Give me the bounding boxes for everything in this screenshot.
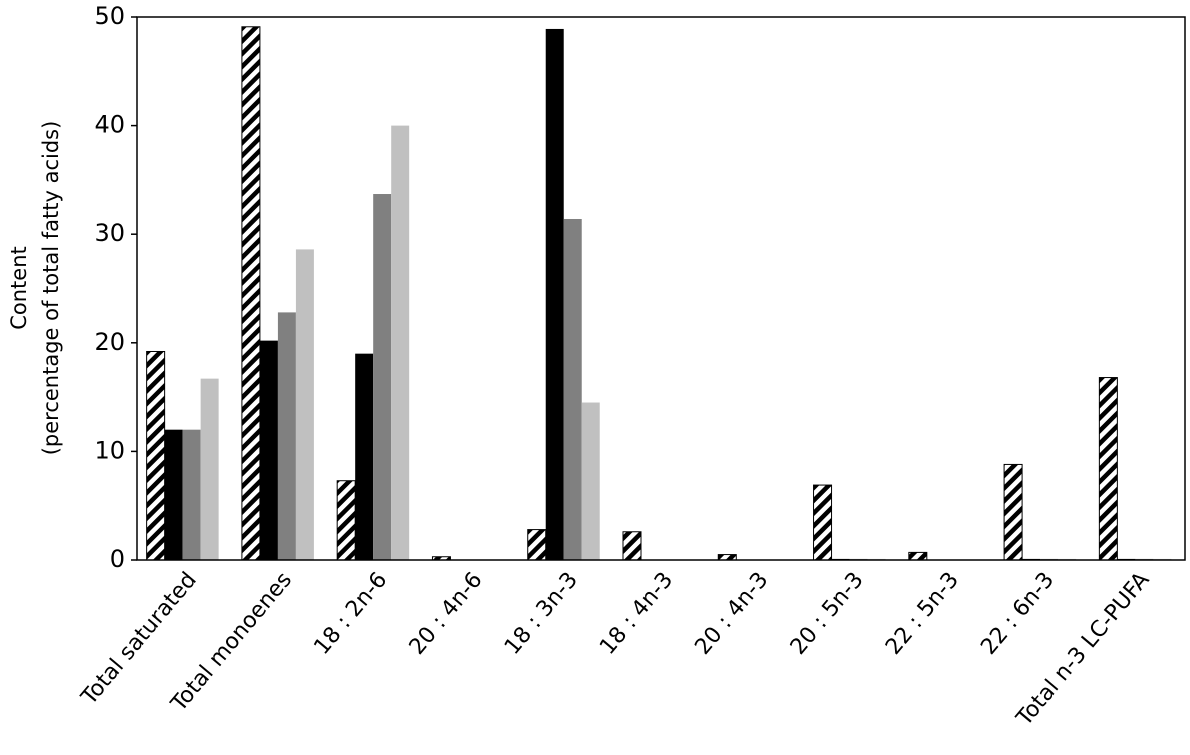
bar (527, 529, 547, 561)
bar (146, 350, 166, 561)
x-tick-label: 18 : 4n-3 (595, 568, 678, 660)
x-tick-label: 22 : 5n-3 (881, 568, 964, 660)
bar (391, 125, 410, 560)
bar (241, 26, 261, 561)
bar (622, 531, 642, 561)
x-tick-label: 18 : 2n-6 (309, 568, 392, 660)
x-tick-label: 22 : 6n-3 (976, 568, 1059, 660)
bar (164, 429, 183, 560)
y-tick-label: 40 (94, 111, 125, 139)
y-axis-label: (percentage of total fatty acids) (39, 121, 63, 456)
bar (200, 378, 219, 560)
y-axis-label: Content (7, 246, 31, 330)
bar (336, 480, 356, 561)
x-tick-label: 18 : 3n-3 (500, 568, 583, 660)
bar (277, 312, 296, 560)
bar (717, 554, 737, 561)
bar (295, 249, 314, 561)
bar (355, 353, 374, 560)
bar (182, 429, 201, 560)
y-tick-label: 30 (94, 219, 125, 247)
bar (563, 218, 582, 560)
x-tick-label: 20 : 5n-3 (786, 568, 869, 660)
y-tick-label: 20 (94, 328, 125, 356)
bar (259, 340, 278, 560)
y-tick-label: 0 (110, 545, 125, 573)
bar (908, 551, 928, 561)
bar (813, 484, 833, 561)
plot-frame (136, 16, 1186, 561)
bar (1098, 377, 1118, 561)
bar (545, 28, 564, 561)
x-tick-label: 20 : 4n-6 (405, 568, 488, 660)
y-tick-label: 10 (94, 436, 125, 464)
x-tick-label: 20 : 4n-3 (690, 568, 773, 660)
bar (373, 194, 392, 560)
bar (1003, 463, 1023, 561)
bar (581, 402, 600, 560)
y-tick-label: 50 (94, 2, 125, 30)
